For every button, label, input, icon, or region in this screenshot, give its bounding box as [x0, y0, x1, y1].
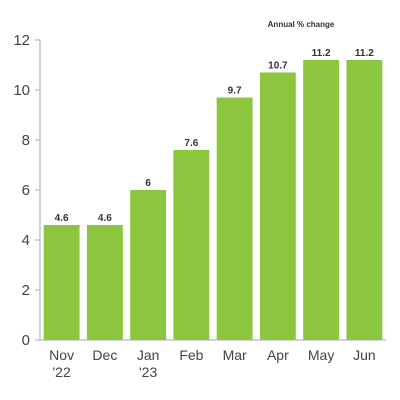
data-label: 9.7 — [228, 86, 242, 97]
x-tick-label: Mar — [223, 347, 247, 363]
y-axis: 0 2 4 6 8 10 12 — [13, 32, 41, 349]
x-tick-label: Dec — [92, 347, 117, 363]
y-tick-label: 0 — [22, 332, 30, 349]
bar — [303, 60, 340, 340]
data-label: 6 — [145, 178, 151, 189]
bars — [43, 60, 383, 340]
data-label: 10.7 — [268, 61, 288, 72]
bar — [43, 225, 80, 340]
bar — [346, 60, 383, 340]
bar — [130, 190, 167, 340]
y-tick-label: 4 — [22, 232, 30, 249]
x-tick-label: Jan — [137, 347, 160, 363]
x-tick-label: '22 — [53, 364, 71, 380]
data-labels: 4.6 4.6 6 7.6 9.7 10.7 11.2 11.2 — [55, 48, 375, 224]
x-tick-label: Feb — [179, 347, 203, 363]
bar — [173, 150, 210, 340]
data-label: 7.6 — [184, 138, 198, 149]
data-label: 4.6 — [55, 213, 69, 224]
x-axis: Nov'22 Dec Jan'23 Feb Mar Apr May Jun — [40, 339, 386, 380]
y-tick-label: 12 — [13, 32, 30, 49]
chart-subtitle: Annual % change — [268, 20, 335, 29]
x-tick-label: May — [308, 347, 334, 363]
y-tick-label: 8 — [22, 132, 30, 149]
data-label: 11.2 — [312, 48, 331, 59]
x-tick-label: Apr — [267, 347, 289, 363]
bar — [259, 72, 296, 340]
y-tick-label: 6 — [22, 182, 30, 199]
data-label: 4.6 — [98, 213, 112, 224]
y-tick-label: 10 — [13, 82, 30, 99]
bar — [216, 97, 253, 340]
data-label: 11.2 — [355, 48, 374, 59]
y-tick-label: 2 — [22, 282, 30, 299]
x-tick-label: '23 — [139, 364, 157, 380]
x-tick-label: Jun — [353, 347, 376, 363]
x-tick-label: Nov — [49, 347, 74, 363]
bar — [86, 225, 123, 340]
